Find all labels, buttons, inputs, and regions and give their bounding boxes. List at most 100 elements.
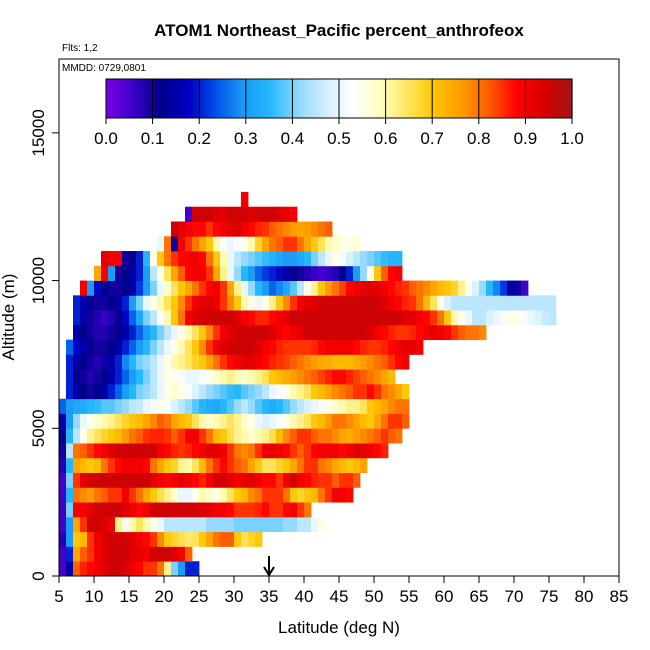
colorbar-segment — [106, 79, 109, 118]
heatmap-cell — [192, 265, 200, 281]
heatmap-cell — [241, 251, 249, 267]
heatmap-cell — [213, 531, 221, 547]
heatmap-cell — [101, 339, 109, 355]
flights-annotation: Flts: 1,2 — [62, 43, 98, 54]
heatmap-cell — [241, 265, 249, 281]
colorbar-segment — [359, 79, 363, 118]
heatmap-cell — [227, 354, 235, 370]
heatmap-cell — [297, 339, 305, 355]
heatmap-cell — [94, 457, 102, 473]
colorbar-segment — [394, 79, 398, 118]
heatmap-cell — [248, 236, 256, 252]
colorbar-segment — [390, 79, 394, 118]
heatmap-cell — [318, 354, 326, 370]
heatmap-cell — [269, 236, 277, 252]
heatmap-cell — [157, 280, 165, 296]
colorbar-tick-label: 0.5 — [327, 129, 351, 148]
heatmap-cell — [101, 561, 109, 577]
heatmap-cell — [157, 265, 165, 281]
heatmap-cell — [59, 398, 67, 414]
colorbar-segment — [336, 79, 340, 118]
colorbar-tick-label: 0.7 — [420, 129, 444, 148]
heatmap-cell — [283, 457, 291, 473]
heatmap-cell — [290, 310, 298, 326]
heatmap-cell — [318, 236, 326, 252]
heatmap-cell — [73, 310, 81, 326]
heatmap-cell — [87, 561, 95, 577]
heatmap-cell — [332, 354, 340, 370]
x-tick-label: 50 — [365, 587, 384, 606]
heatmap-cell — [136, 472, 144, 488]
colorbar-segment — [469, 79, 473, 118]
heatmap-cell — [325, 310, 333, 326]
heatmap-cell — [171, 324, 179, 341]
heatmap-cell — [206, 354, 214, 370]
heatmap-cell — [178, 472, 186, 488]
heatmap-cell — [115, 369, 123, 385]
heatmap-cell — [262, 324, 270, 341]
colorbar-segment — [227, 79, 231, 118]
heatmap-cell — [73, 561, 81, 577]
heatmap-cell — [311, 516, 319, 533]
colorbar-segment — [516, 79, 520, 118]
heatmap-cell — [206, 295, 214, 311]
heatmap-cell — [157, 516, 165, 533]
heatmap-cell — [206, 206, 214, 222]
heatmap-cell — [262, 295, 270, 311]
heatmap-cell — [220, 236, 228, 252]
heatmap-cell — [297, 428, 305, 444]
heatmap-cell — [241, 369, 249, 385]
heatmap-cell — [290, 369, 298, 385]
heatmap-cell — [164, 310, 172, 326]
heatmap-cell — [115, 502, 123, 518]
heatmap-cell — [339, 339, 347, 355]
heatmap-cell — [332, 324, 340, 341]
heatmap-cell — [332, 236, 340, 252]
heatmap-cell — [220, 295, 228, 311]
heatmap-cell — [213, 265, 221, 281]
heatmap-cell — [311, 354, 319, 370]
heatmap-cell — [283, 339, 291, 355]
heatmap-cell — [94, 531, 102, 547]
heatmap-cell — [283, 324, 291, 341]
heatmap-cell — [367, 354, 375, 370]
heatmap-cells — [59, 191, 557, 577]
heatmap-cell — [94, 546, 102, 562]
heatmap-cell — [122, 516, 130, 533]
heatmap-cell — [122, 531, 130, 547]
heatmap-cell — [423, 324, 431, 341]
colorbar-segment — [145, 79, 149, 118]
heatmap-cell — [255, 428, 263, 444]
colorbar-segment — [404, 79, 408, 118]
heatmap-cell — [479, 295, 487, 311]
heatmap-cell — [129, 369, 137, 385]
heatmap-cell — [283, 251, 291, 267]
heatmap-cell — [192, 339, 200, 355]
heatmap-cell — [178, 561, 186, 577]
heatmap-cell — [276, 472, 284, 488]
heatmap-cell — [304, 369, 312, 385]
heatmap-cell — [129, 339, 137, 355]
colorbar-segment — [551, 79, 554, 118]
heatmap-cell — [374, 413, 382, 429]
heatmap-cell — [59, 561, 67, 577]
heatmap-cell — [192, 324, 200, 341]
heatmap-cell — [283, 265, 291, 281]
heatmap-cell — [374, 383, 382, 400]
heatmap-cell — [374, 339, 382, 355]
heatmap-cell — [136, 457, 144, 473]
heatmap-cell — [297, 487, 305, 503]
heatmap-cell — [318, 398, 326, 414]
colorbar-segment — [476, 79, 480, 118]
heatmap-cell — [297, 443, 305, 459]
heatmap-cell — [381, 265, 389, 281]
heatmap-cell — [535, 295, 543, 311]
colorbar-segment — [527, 79, 531, 118]
heatmap-cell — [150, 487, 158, 503]
heatmap-cell — [115, 310, 123, 326]
heatmap-cell — [59, 546, 67, 562]
heatmap-cell — [185, 369, 193, 385]
heatmap-cell — [290, 295, 298, 311]
heatmap-cell — [318, 221, 326, 237]
heatmap-cell — [192, 280, 200, 296]
